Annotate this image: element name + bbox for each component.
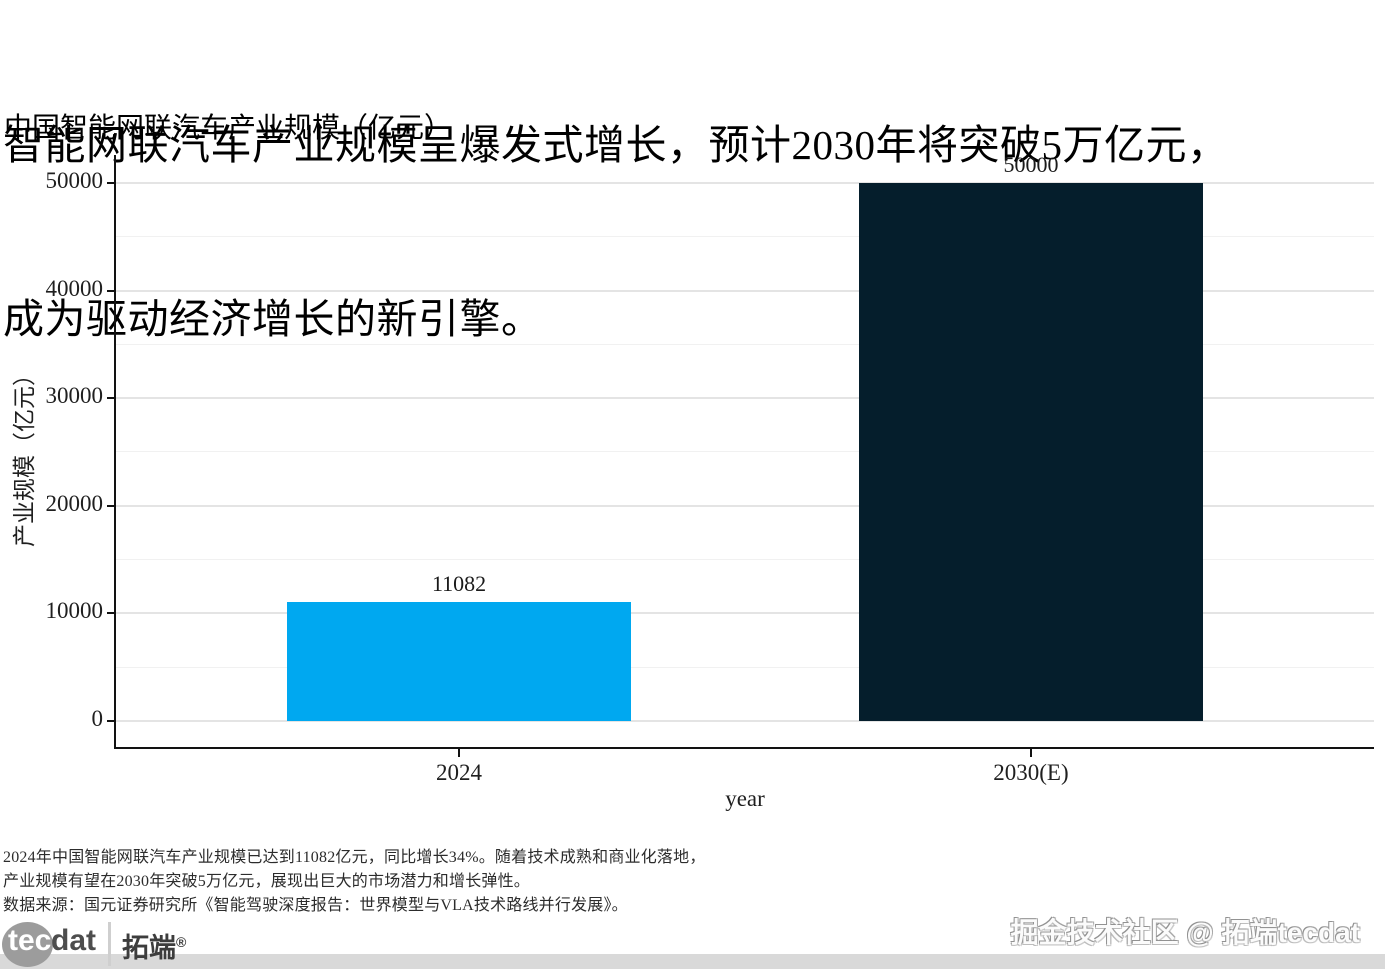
- y-axis-title: 产业规模（亿元）: [12, 363, 37, 547]
- gridline-major: [116, 719, 1374, 722]
- logo-text-tec: tec: [8, 924, 52, 957]
- bottom-strip: [0, 954, 1385, 969]
- gridline-major: [116, 181, 1374, 184]
- bar-value-label: 50000: [1003, 151, 1059, 177]
- y-tick-label: 30000: [45, 383, 104, 409]
- footnote-line2: 产业规模有望在2030年突破5万亿元，展现出巨大的市场潜力和增长弹性。: [3, 873, 531, 890]
- gridline-minor: [116, 559, 1374, 561]
- gridline-minor: [116, 343, 1374, 345]
- chart-headline: 智能网联汽车产业规模呈爆发式增长，预计2030年将突破5万亿元， 成为驱动经济增…: [3, 0, 1229, 464]
- bar-2030(E): [858, 182, 1203, 721]
- gridline-major: [116, 504, 1374, 507]
- headline-line2: 成为驱动经济增长的新引擎。: [3, 296, 543, 342]
- y-tick-mark: [107, 612, 116, 615]
- x-tick-label: 2024: [436, 760, 483, 785]
- x-tick-mark: [1029, 749, 1032, 757]
- logo-divider: [108, 922, 111, 966]
- y-axis-line: [114, 155, 116, 749]
- bar-2024: [287, 601, 632, 721]
- logo-text-cn: 拓端®: [122, 926, 186, 965]
- gridline-major: [116, 397, 1374, 400]
- y-tick-mark: [107, 397, 116, 400]
- plot-area: 0 10000 20000 30000 40000 50000 11082 2024 50000…: [46, 151, 1374, 785]
- y-tick-mark: [107, 181, 116, 184]
- y-tick-label: 20000: [45, 490, 104, 516]
- y-tick-mark: [107, 504, 116, 507]
- logo-text-dat: dat: [51, 924, 96, 957]
- y-tick-label: 10000: [45, 598, 104, 624]
- x-tick-mark: [458, 749, 461, 757]
- tecdat-logo: tec dat 拓端®: [2, 914, 242, 969]
- gridline-minor: [116, 451, 1374, 453]
- x-tick-label: 2030(E): [993, 760, 1069, 785]
- y-tick-mark: [107, 289, 116, 292]
- watermark: 掘金技术社区 @ 拓端tecdat: [1010, 917, 1360, 948]
- bar-value-label: 11082: [431, 570, 487, 596]
- y-tick-mark: [107, 719, 116, 722]
- gridline-minor: [116, 236, 1374, 238]
- y-tick-label: 40000: [45, 275, 104, 301]
- gridline-major: [116, 612, 1374, 615]
- logo-cn-text: 拓端: [122, 933, 176, 963]
- gridline-major: [116, 289, 1374, 292]
- y-tick-label: 0: [91, 705, 104, 731]
- y-tick-label: 50000: [45, 167, 104, 193]
- chart-subtitle: 中国智能网联汽车产业规模（亿元）: [4, 113, 453, 144]
- headline-line1: 智能网联汽车产业规模呈爆发式增长，预计2030年将突破5万亿元，: [3, 122, 1229, 168]
- x-axis-title: year: [725, 786, 765, 811]
- footnote-line1: 2024年中国智能网联汽车产业规模已达到11082亿元，同比增长34%。随着技术…: [3, 849, 706, 866]
- registered-mark-icon: ®: [176, 934, 187, 950]
- footnote-line3: 数据来源：国元证券研究所《智能驾驶深度报告：世界模型与VLA技术路线并行发展》。: [3, 897, 628, 914]
- footnote: 2024年中国智能网联汽车产业规模已达到11082亿元，同比增长34%。随着技术…: [3, 846, 706, 918]
- x-axis-line: [114, 747, 1374, 749]
- tecdat-logo-circle-icon: [2, 922, 53, 967]
- gridline-minor: [116, 666, 1374, 668]
